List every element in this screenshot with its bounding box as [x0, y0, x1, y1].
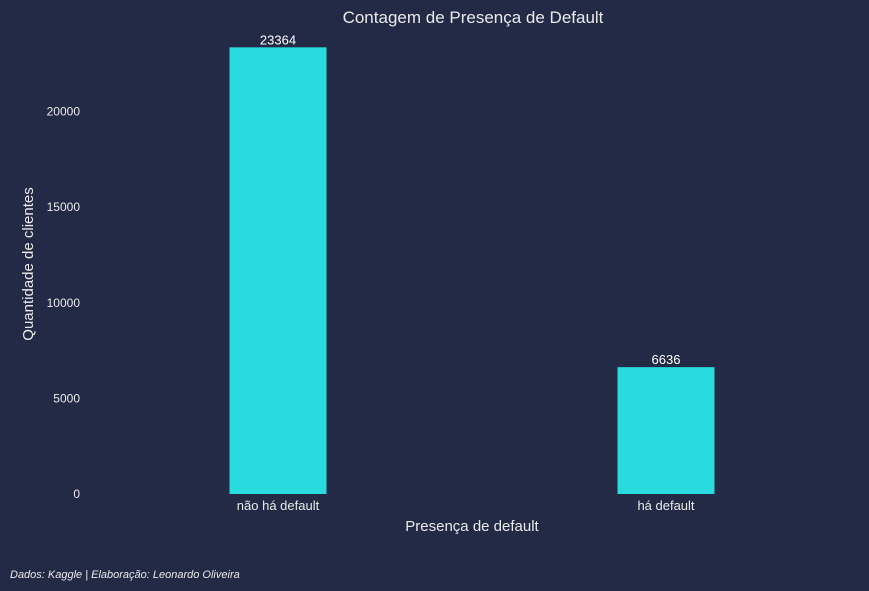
- y-tick-label: 20000: [47, 105, 81, 119]
- y-tick-label: 10000: [47, 296, 81, 310]
- y-tick-label: 15000: [47, 200, 81, 214]
- chart-title: Contagem de Presença de Default: [343, 8, 604, 27]
- bar: [617, 367, 715, 494]
- y-tick-label: 0: [73, 487, 80, 501]
- bar-value-label: 23364: [260, 32, 296, 47]
- footer-caption: Dados: Kaggle | Elaboração: Leonardo Oli…: [10, 569, 240, 581]
- bar: [229, 47, 327, 495]
- x-axis-ticks: não há default há default: [237, 498, 695, 513]
- bar-value-labels: 23364 6636: [260, 32, 681, 367]
- x-axis-label: Presença de default: [405, 518, 539, 535]
- y-tick-label: 5000: [53, 391, 80, 405]
- x-tick-label: há default: [637, 498, 694, 513]
- bar-value-label: 6636: [652, 352, 681, 367]
- x-tick-label: não há default: [237, 498, 320, 513]
- y-axis-ticks: 0 5000 10000 15000 20000: [47, 105, 81, 501]
- y-axis-label: Quantidade de clientes: [20, 187, 37, 340]
- bars-group: [229, 47, 715, 495]
